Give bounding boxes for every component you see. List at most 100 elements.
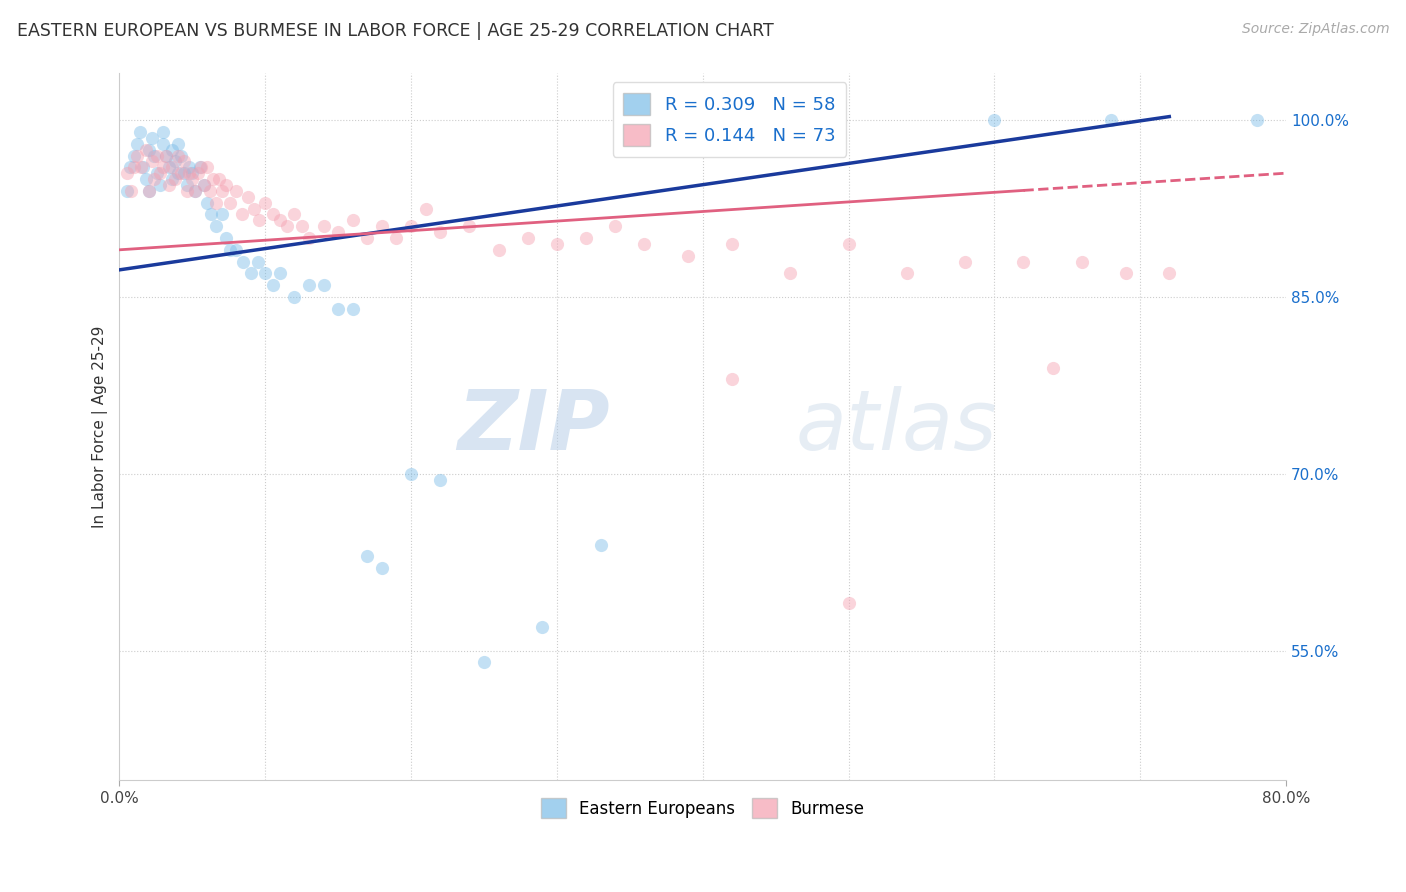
- Point: [157, 161, 180, 175]
- Point: [176, 178, 198, 192]
- Point: [166, 166, 188, 180]
- Point: [472, 656, 495, 670]
- Point: [146, 148, 169, 162]
- Point: [211, 184, 233, 198]
- Point: [138, 184, 160, 198]
- Point: [242, 202, 264, 216]
- Point: [163, 154, 186, 169]
- Point: [953, 254, 976, 268]
- Point: [141, 154, 163, 169]
- Point: [1099, 113, 1122, 128]
- Point: [983, 113, 1005, 128]
- Point: [488, 243, 510, 257]
- Point: [204, 195, 226, 210]
- Point: [219, 195, 242, 210]
- Point: [356, 549, 378, 564]
- Point: [236, 190, 259, 204]
- Point: [231, 207, 253, 221]
- Point: [837, 597, 859, 611]
- Point: [187, 166, 209, 180]
- Point: [1115, 266, 1137, 280]
- Point: [163, 172, 186, 186]
- Point: [155, 148, 177, 162]
- Point: [1012, 254, 1035, 268]
- Point: [342, 213, 364, 227]
- Y-axis label: In Labor Force | Age 25-29: In Labor Force | Age 25-29: [93, 326, 108, 528]
- Text: EASTERN EUROPEAN VS BURMESE IN LABOR FORCE | AGE 25-29 CORRELATION CHART: EASTERN EUROPEAN VS BURMESE IN LABOR FOR…: [17, 22, 773, 40]
- Point: [132, 161, 155, 175]
- Point: [157, 178, 180, 192]
- Point: [429, 225, 451, 239]
- Point: [371, 219, 394, 234]
- Point: [269, 266, 291, 280]
- Point: [170, 148, 193, 162]
- Point: [166, 148, 188, 162]
- Point: [135, 172, 157, 186]
- Point: [184, 184, 207, 198]
- Point: [356, 231, 378, 245]
- Point: [269, 213, 291, 227]
- Point: [633, 236, 655, 251]
- Point: [146, 166, 169, 180]
- Point: [399, 467, 422, 481]
- Point: [135, 143, 157, 157]
- Point: [779, 266, 801, 280]
- Point: [458, 219, 481, 234]
- Point: [204, 219, 226, 234]
- Point: [201, 172, 224, 186]
- Point: [173, 166, 195, 180]
- Point: [115, 166, 138, 180]
- Point: [149, 178, 172, 192]
- Point: [152, 161, 174, 175]
- Point: [120, 184, 142, 198]
- Point: [328, 225, 350, 239]
- Point: [188, 161, 211, 175]
- Point: [837, 236, 859, 251]
- Point: [219, 243, 242, 257]
- Point: [262, 207, 284, 221]
- Point: [125, 148, 148, 162]
- Point: [249, 213, 271, 227]
- Point: [312, 278, 335, 293]
- Point: [160, 143, 183, 157]
- Point: [291, 219, 314, 234]
- Point: [385, 231, 408, 245]
- Point: [181, 172, 204, 186]
- Point: [239, 266, 262, 280]
- Point: [143, 172, 166, 186]
- Point: [225, 243, 247, 257]
- Point: [215, 231, 238, 245]
- Point: [246, 254, 269, 268]
- Point: [589, 537, 612, 551]
- Point: [118, 161, 141, 175]
- Point: [328, 301, 350, 316]
- Point: [1042, 360, 1064, 375]
- Point: [546, 236, 568, 251]
- Point: [176, 184, 198, 198]
- Point: [896, 266, 918, 280]
- Text: Source: ZipAtlas.com: Source: ZipAtlas.com: [1241, 22, 1389, 37]
- Point: [115, 184, 138, 198]
- Point: [371, 561, 394, 575]
- Point: [200, 207, 222, 221]
- Point: [215, 178, 238, 192]
- Point: [211, 207, 233, 221]
- Point: [225, 184, 247, 198]
- Point: [605, 219, 627, 234]
- Point: [131, 161, 153, 175]
- Point: [283, 290, 305, 304]
- Point: [149, 166, 172, 180]
- Point: [198, 184, 221, 198]
- Text: atlas: atlas: [796, 386, 998, 467]
- Point: [195, 195, 218, 210]
- Point: [128, 125, 150, 139]
- Point: [179, 166, 201, 180]
- Point: [141, 131, 163, 145]
- Point: [254, 266, 277, 280]
- Point: [312, 219, 335, 234]
- Point: [184, 184, 207, 198]
- Point: [276, 219, 298, 234]
- Point: [721, 236, 744, 251]
- Point: [138, 184, 160, 198]
- Point: [152, 136, 174, 151]
